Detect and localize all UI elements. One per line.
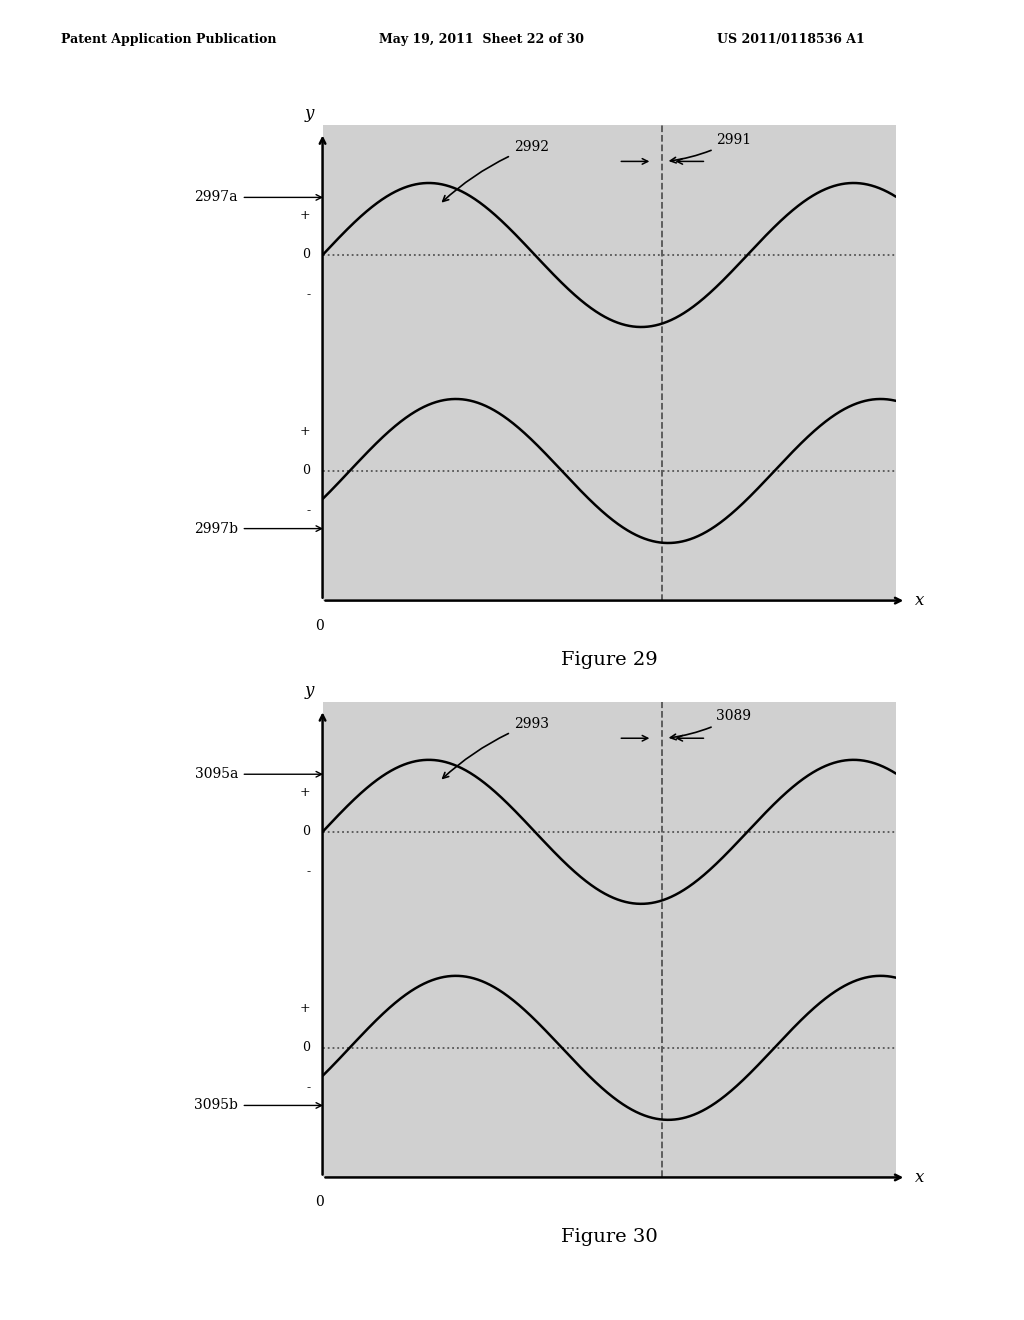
Text: x: x [914,1170,925,1185]
Text: -: - [306,865,310,878]
Text: +: + [300,209,310,222]
Text: -: - [306,1081,310,1094]
Text: -: - [306,288,310,301]
Text: 2992: 2992 [442,140,549,202]
Text: 0: 0 [302,1041,310,1055]
Text: Figure 30: Figure 30 [561,1228,657,1246]
Text: 3095b: 3095b [195,1098,238,1113]
Text: y: y [305,104,314,121]
Text: 0: 0 [314,619,324,632]
Text: 0: 0 [314,1196,324,1209]
Text: 0: 0 [302,465,310,478]
Text: +: + [300,425,310,438]
Text: 3095a: 3095a [195,767,238,781]
Text: y: y [305,681,314,698]
Text: 2991: 2991 [671,132,752,162]
Text: Patent Application Publication: Patent Application Publication [61,33,276,46]
Text: x: x [914,593,925,609]
Text: +: + [300,1002,310,1015]
Text: US 2011/0118536 A1: US 2011/0118536 A1 [717,33,864,46]
Text: 2997b: 2997b [195,521,238,536]
Text: Figure 29: Figure 29 [561,651,657,669]
Text: 3089: 3089 [671,709,752,739]
Text: 2993: 2993 [442,717,549,779]
Text: +: + [300,785,310,799]
Text: -: - [306,504,310,517]
Text: 0: 0 [302,825,310,838]
Text: 0: 0 [302,248,310,261]
Text: May 19, 2011  Sheet 22 of 30: May 19, 2011 Sheet 22 of 30 [379,33,584,46]
Text: 2997a: 2997a [195,190,238,205]
